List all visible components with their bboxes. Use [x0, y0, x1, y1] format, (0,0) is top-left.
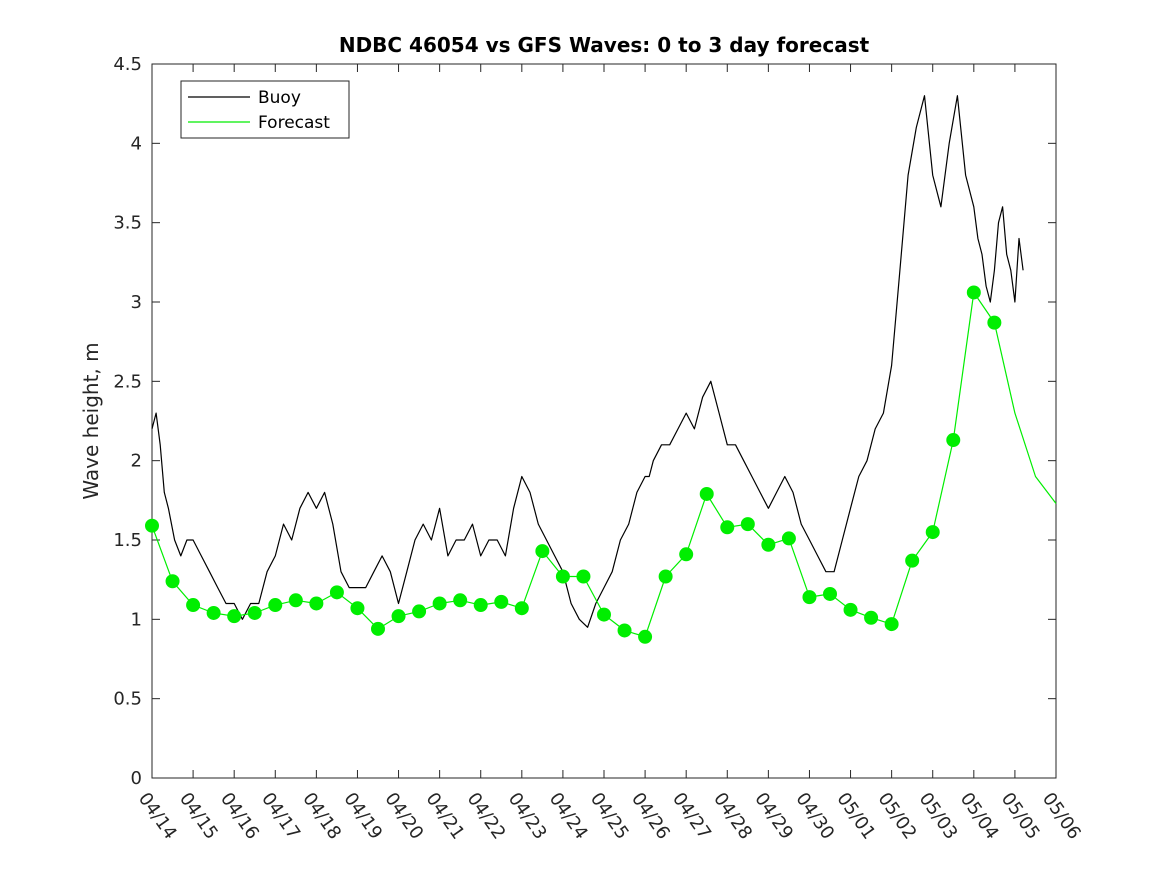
forecast-point — [658, 569, 673, 584]
forecast-point — [823, 586, 837, 601]
legend-box — [180, 80, 350, 139]
forecast-point — [576, 569, 591, 584]
forecast-point — [555, 569, 570, 584]
forecast-point — [843, 602, 858, 617]
x-tick-label: 04/28 — [709, 789, 756, 844]
x-tick-label: 05/02 — [874, 789, 921, 844]
forecast-point — [186, 598, 201, 613]
x-tick-label: 04/25 — [586, 789, 633, 844]
legend: Buoy Forecast — [180, 80, 350, 139]
series-layer — [145, 95, 1057, 644]
forecast-point — [761, 537, 776, 552]
x-tick-label: 04/26 — [627, 789, 674, 844]
forecast-point — [268, 598, 283, 613]
y-tick-label: 4.5 — [113, 54, 142, 75]
y-tick-label: 0 — [131, 768, 142, 789]
x-tick-label: 04/15 — [175, 789, 222, 844]
forecast-point — [925, 525, 940, 540]
forecast-point — [453, 593, 468, 608]
forecast-point — [206, 605, 221, 620]
x-tick-label: 04/21 — [422, 789, 469, 844]
x-tick-label: 04/17 — [257, 789, 304, 844]
forecast-point — [432, 596, 447, 611]
y-tick-label: 3 — [131, 292, 142, 313]
forecast-point — [617, 623, 632, 638]
forecast-point — [864, 610, 879, 625]
forecast-point — [145, 518, 159, 533]
x-tick-label: 05/05 — [997, 789, 1044, 844]
forecast-point — [638, 629, 653, 644]
y-tick-label: 3.5 — [113, 213, 142, 234]
y-tick-label: 1.5 — [113, 530, 142, 551]
forecast-point — [679, 547, 694, 562]
y-tick-label: 1 — [131, 609, 142, 630]
x-tick-label: 04/29 — [750, 789, 797, 844]
x-tick-label: 05/01 — [832, 789, 879, 844]
forecast-point — [966, 285, 981, 300]
forecast-point — [309, 596, 324, 611]
forecast-point — [412, 604, 427, 619]
x-tick-label: 05/03 — [915, 789, 962, 844]
x-tick-label: 04/22 — [463, 789, 510, 844]
x-tick-label: 04/14 — [134, 789, 181, 844]
forecast-point — [720, 520, 735, 535]
forecast-point — [329, 585, 344, 600]
forecast-point — [227, 609, 242, 624]
forecast-point — [987, 315, 1002, 330]
forecast-point — [371, 621, 385, 636]
forecast-point — [247, 605, 262, 620]
x-tick-label: 04/24 — [545, 789, 592, 844]
x-tick-label: 04/30 — [791, 789, 838, 844]
forecast-point — [535, 544, 550, 559]
forecast-point — [740, 517, 755, 532]
series-line-buoy — [151, 95, 1024, 628]
forecast-point — [946, 433, 961, 448]
x-tick-label: 04/27 — [668, 789, 715, 844]
forecast-point — [494, 594, 509, 609]
x-tick-label: 05/04 — [956, 789, 1003, 844]
y-axis: 0 0.5 1 1.5 2 2.5 3 3.5 4 4.5 — [113, 54, 1056, 789]
forecast-point — [905, 553, 920, 568]
forecast-point — [514, 601, 529, 616]
forecast-point — [597, 607, 611, 622]
forecast-point — [350, 601, 365, 616]
plot-area: 00.511.522.533.544.5 04/1404/1504/1604/1… — [113, 54, 1085, 843]
x-tick-label: 04/18 — [298, 789, 345, 844]
y-axis-label: Wave height, m — [79, 342, 103, 499]
forecast-point — [781, 531, 796, 546]
forecast-point — [165, 574, 180, 589]
forecast-point — [473, 598, 488, 613]
axes-box — [151, 63, 1057, 779]
forecast-point — [802, 590, 817, 605]
y-tick-label: 2.5 — [113, 371, 142, 392]
y-tick-label: 0.5 — [113, 689, 142, 710]
x-tick-label: 04/19 — [339, 789, 386, 844]
y-tick-label: 2 — [131, 451, 142, 472]
x-tick-label: 05/06 — [1038, 789, 1085, 844]
forecast-point — [884, 617, 899, 632]
legend-forecast-label: Forecast — [258, 113, 330, 133]
legend-buoy-label: Buoy — [258, 88, 301, 108]
forecast-point — [288, 593, 303, 608]
x-tick-label: 04/16 — [216, 789, 263, 844]
forecast-point — [391, 609, 406, 624]
x-tick-label: 04/20 — [380, 789, 427, 844]
forecast-point — [699, 486, 714, 501]
x-tick-label: 04/23 — [504, 789, 551, 844]
y-tick-label: 4 — [131, 133, 142, 154]
chart-title: NDBC 46054 vs GFS Waves: 0 to 3 day fore… — [339, 33, 870, 57]
